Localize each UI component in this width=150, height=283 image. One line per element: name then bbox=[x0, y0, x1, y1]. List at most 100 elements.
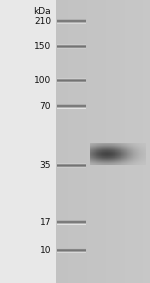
Bar bbox=[93, 0, 94, 283]
Bar bbox=[128, 163, 129, 164]
Bar bbox=[111, 149, 112, 150]
Bar bbox=[117, 155, 118, 156]
Bar bbox=[106, 154, 107, 155]
Bar bbox=[92, 161, 93, 162]
Bar bbox=[101, 150, 102, 151]
Bar bbox=[117, 0, 118, 283]
Bar bbox=[96, 154, 97, 155]
Bar bbox=[115, 155, 116, 156]
Bar bbox=[133, 162, 134, 163]
Bar bbox=[110, 148, 111, 149]
Bar bbox=[126, 145, 127, 146]
Bar bbox=[108, 147, 109, 148]
Bar bbox=[132, 147, 133, 148]
Bar bbox=[96, 143, 97, 144]
Bar bbox=[138, 161, 139, 162]
Bar bbox=[97, 145, 98, 146]
Bar bbox=[134, 162, 135, 163]
Bar bbox=[90, 161, 91, 162]
Bar bbox=[124, 158, 125, 159]
Bar bbox=[131, 163, 132, 164]
Bar bbox=[117, 144, 118, 145]
Bar bbox=[125, 163, 126, 164]
Bar bbox=[135, 155, 136, 156]
Bar bbox=[103, 148, 104, 149]
Bar bbox=[129, 151, 130, 152]
Bar bbox=[121, 145, 122, 146]
Bar bbox=[143, 145, 144, 146]
Bar bbox=[149, 0, 150, 283]
Bar bbox=[112, 156, 113, 157]
Bar bbox=[90, 150, 91, 151]
Bar bbox=[120, 144, 121, 145]
Bar bbox=[91, 160, 92, 161]
Bar bbox=[112, 153, 113, 154]
Bar bbox=[107, 154, 108, 155]
Bar bbox=[127, 152, 128, 153]
Bar bbox=[94, 144, 95, 145]
Bar bbox=[99, 147, 100, 148]
Bar bbox=[124, 159, 125, 160]
Bar bbox=[112, 147, 113, 148]
Bar bbox=[128, 145, 129, 146]
Bar bbox=[135, 153, 136, 154]
Bar bbox=[124, 162, 125, 163]
Bar bbox=[101, 153, 102, 154]
Bar bbox=[133, 146, 134, 147]
Bar bbox=[93, 159, 94, 160]
Bar bbox=[139, 143, 140, 144]
Bar bbox=[91, 149, 92, 150]
Bar bbox=[92, 151, 93, 152]
Bar bbox=[116, 0, 117, 283]
Bar bbox=[93, 146, 94, 147]
Bar bbox=[135, 150, 136, 151]
Bar bbox=[106, 151, 107, 152]
Bar bbox=[119, 152, 120, 153]
Bar bbox=[92, 153, 93, 154]
Bar bbox=[95, 146, 96, 147]
Bar bbox=[110, 149, 111, 150]
Bar bbox=[136, 151, 137, 152]
Bar bbox=[118, 149, 119, 150]
Bar bbox=[125, 145, 126, 146]
Bar bbox=[104, 143, 105, 144]
Bar bbox=[111, 159, 112, 160]
Bar bbox=[115, 153, 116, 154]
Bar bbox=[90, 0, 91, 283]
Bar bbox=[140, 149, 141, 150]
Bar bbox=[112, 144, 113, 145]
Bar bbox=[116, 158, 117, 159]
Bar bbox=[97, 162, 98, 163]
Bar bbox=[114, 161, 115, 162]
Text: 210: 210 bbox=[34, 17, 51, 26]
Bar bbox=[118, 163, 119, 164]
Bar bbox=[116, 162, 117, 163]
Bar bbox=[115, 160, 116, 161]
Bar bbox=[96, 151, 97, 152]
Bar bbox=[103, 164, 104, 165]
Bar bbox=[137, 145, 138, 146]
Bar bbox=[120, 153, 121, 154]
Bar bbox=[116, 153, 117, 154]
Bar bbox=[132, 153, 133, 154]
Bar bbox=[139, 153, 140, 154]
Bar bbox=[93, 156, 94, 157]
Bar bbox=[140, 158, 141, 159]
Bar bbox=[136, 143, 137, 144]
Bar bbox=[117, 159, 118, 160]
Bar bbox=[138, 150, 139, 151]
Bar bbox=[120, 152, 121, 153]
Bar bbox=[92, 164, 93, 165]
Bar bbox=[132, 151, 133, 152]
Bar bbox=[125, 153, 126, 154]
Bar bbox=[98, 152, 99, 153]
Bar bbox=[125, 162, 126, 163]
Bar bbox=[95, 158, 96, 159]
Bar bbox=[144, 157, 145, 158]
Bar bbox=[128, 146, 129, 147]
Bar bbox=[101, 160, 102, 161]
Bar bbox=[144, 144, 145, 145]
Bar bbox=[108, 154, 109, 155]
Bar bbox=[117, 158, 118, 159]
Bar bbox=[129, 157, 130, 158]
